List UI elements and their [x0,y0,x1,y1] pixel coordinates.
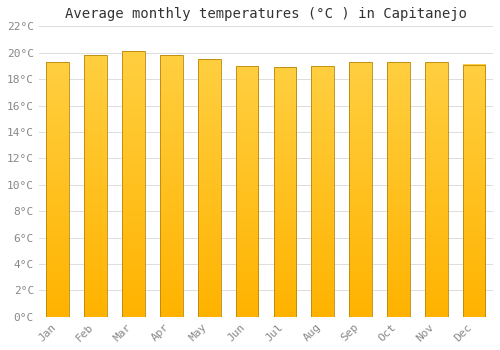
Bar [349,62,372,317]
Bar [463,64,485,317]
Bar [46,62,69,317]
Bar [274,67,296,317]
Bar [312,66,334,317]
Bar [387,62,410,317]
Bar [84,55,107,317]
Bar [160,55,182,317]
Title: Average monthly temperatures (°C ) in Capitanejo: Average monthly temperatures (°C ) in Ca… [65,7,467,21]
Bar [198,59,220,317]
Bar [122,51,145,317]
Bar [425,62,448,317]
Bar [236,66,258,317]
